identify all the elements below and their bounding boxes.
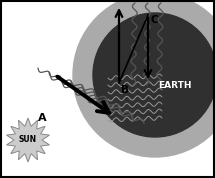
Circle shape <box>73 0 215 157</box>
Bar <box>0 0 105 178</box>
Text: B: B <box>121 85 129 95</box>
Polygon shape <box>6 118 49 162</box>
Text: C: C <box>150 15 158 25</box>
Text: EARTH: EARTH <box>158 80 192 90</box>
Circle shape <box>93 13 215 137</box>
Text: A: A <box>38 113 46 123</box>
Text: SUN: SUN <box>19 135 37 145</box>
